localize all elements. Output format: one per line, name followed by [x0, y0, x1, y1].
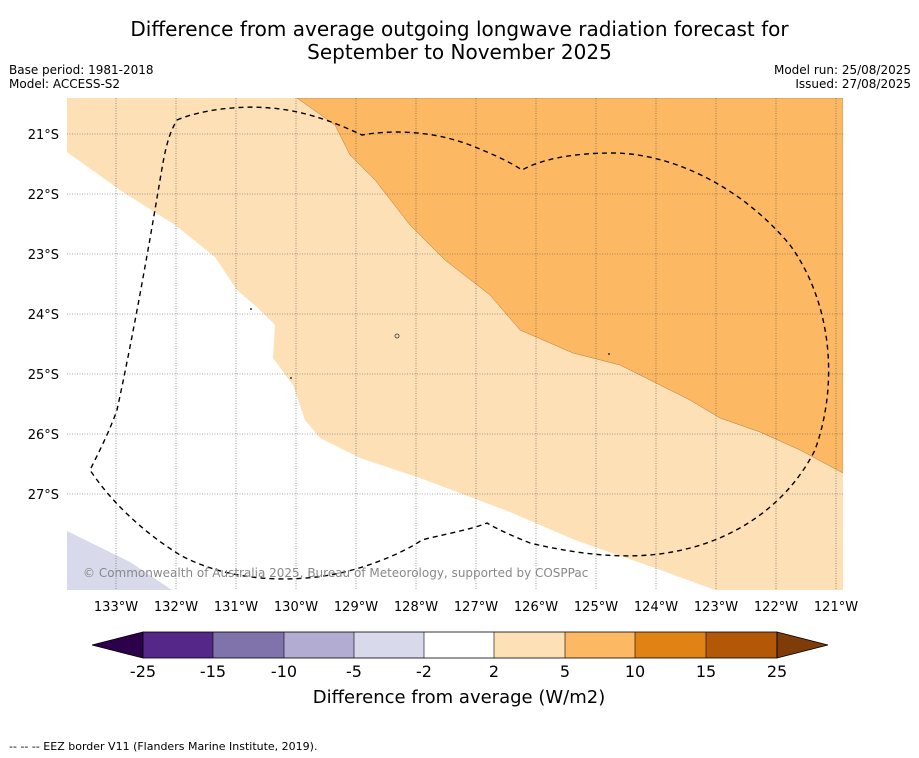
eez-legend-footnote: -- -- -- EEZ border V11 (Flanders Marine… [9, 740, 318, 753]
lon-label: 123°W [694, 600, 738, 615]
island-marker [290, 377, 292, 379]
issued-date: Issued: 27/08/2025 [795, 77, 911, 91]
map-area: © Commonwealth of Australia 2025, Bureau… [67, 98, 843, 590]
colorbar-tick: 25 [767, 662, 787, 681]
colorbar-swatch [494, 632, 565, 658]
colorbar-tick: 5 [560, 662, 570, 681]
colorbar-tick: -2 [416, 662, 432, 681]
lat-label: 21°S [28, 128, 59, 143]
colorbar-swatch [424, 632, 495, 658]
latitude-labels: 21°S 22°S 23°S 24°S 25°S 26°S 27°S [28, 128, 59, 503]
lon-label: 128°W [394, 600, 438, 615]
lon-label: 126°W [514, 600, 558, 615]
lon-label: 131°W [214, 600, 258, 615]
meta-left: Base period: 1981-2018 Model: ACCESS-S2 [9, 63, 154, 91]
lon-label: 121°W [814, 600, 858, 615]
colorbar-tick: 10 [625, 662, 645, 681]
lat-label: 22°S [28, 188, 59, 203]
lon-label: 130°W [274, 600, 318, 615]
colorbar-swatch [284, 632, 355, 658]
island-marker [250, 308, 252, 310]
colorbar-swatch [354, 632, 425, 658]
colorbar-swatch [213, 632, 284, 658]
eez-border [89, 106, 830, 580]
lon-label: 122°W [754, 600, 798, 615]
colorbar-dividers [212, 632, 707, 658]
lat-label: 27°S [28, 488, 59, 503]
lon-label: 132°W [154, 600, 198, 615]
colorbar-tick: -15 [200, 662, 226, 681]
lat-label: 25°S [28, 368, 59, 383]
colorbar-frame [142, 631, 778, 659]
anomaly-region-neg5-to-neg2 [67, 531, 172, 590]
colorbar-tick: -10 [271, 662, 297, 681]
model-run: Model run: 25/08/2025 [773, 63, 911, 77]
lon-label: 129°W [334, 600, 378, 615]
colorbar-swatch [565, 632, 636, 658]
colorbar-tick: 2 [489, 662, 499, 681]
colorbar-tick: -5 [346, 662, 362, 681]
lat-label: 24°S [28, 308, 59, 323]
lon-label: 125°W [574, 600, 618, 615]
chart-title: Difference from average outgoing longwav… [0, 18, 919, 64]
model-name: Model: ACCESS-S2 [9, 77, 121, 91]
lon-label: 124°W [634, 600, 678, 615]
island-marker [394, 333, 400, 339]
colorbar-extend-low [91, 631, 144, 659]
anomaly-region-5-to-10 [296, 98, 843, 474]
colorbar: -25 -15 -10 -5 -2 2 5 10 15 25 Differenc… [91, 631, 829, 708]
colorbar-swatch [635, 632, 706, 658]
meta-right: Model run: 25/08/2025 Issued: 27/08/2025 [774, 63, 911, 91]
longitude-labels: 133°W 132°W 131°W 130°W 129°W 128°W 127°… [94, 600, 858, 615]
lon-label: 127°W [454, 600, 498, 615]
colorbar-tick: 15 [696, 662, 716, 681]
copyright-notice: © Commonwealth of Australia 2025, Bureau… [83, 566, 588, 580]
colorbar-label: Difference from average (W/m2) [313, 687, 605, 708]
island-marker [608, 353, 610, 355]
title-line-1: Difference from average outgoing longwav… [130, 17, 789, 41]
colorbar-extend-high [776, 631, 829, 659]
colorbar-tick: -25 [130, 662, 156, 681]
title-line-2: September to November 2025 [307, 40, 612, 64]
lat-label: 23°S [28, 248, 59, 263]
colorbar-swatch [143, 632, 214, 658]
lon-label: 133°W [94, 600, 138, 615]
base-period: Base period: 1981-2018 [9, 63, 154, 77]
grid-lines [67, 98, 843, 590]
colorbar-swatch [706, 632, 777, 658]
lat-label: 26°S [28, 428, 59, 443]
